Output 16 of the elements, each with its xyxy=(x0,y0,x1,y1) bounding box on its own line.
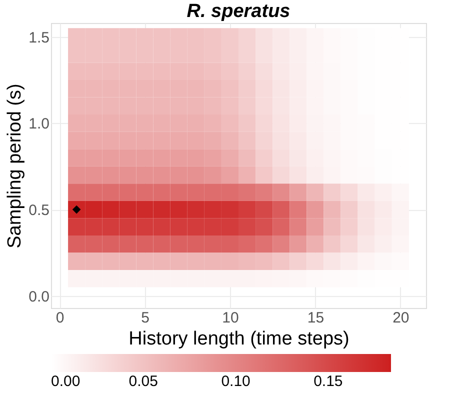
x-tick-label: 20 xyxy=(392,310,410,326)
y-tick-label: 1.5 xyxy=(28,29,50,46)
x-axis-title: History length (time steps) xyxy=(128,328,350,350)
y-tick-label: 0.5 xyxy=(28,202,50,220)
color-bar-label: 0.00 xyxy=(51,373,80,390)
color-bar-label: 0.10 xyxy=(221,373,250,390)
x-tick-label: 0 xyxy=(56,310,64,326)
color-bar-label: 0.15 xyxy=(314,373,343,390)
y-tick-label: 0.0 xyxy=(28,288,50,306)
x-tick-label: 5 xyxy=(141,310,150,326)
y-tick-label: 1.0 xyxy=(28,116,50,133)
chart-title: R. speratus xyxy=(186,1,290,22)
x-tick-label: 15 xyxy=(307,310,324,326)
x-tick-label: 10 xyxy=(222,310,239,326)
color-bar-label: 0.05 xyxy=(128,373,158,390)
y-axis-title: Sampling period (s) xyxy=(4,84,26,248)
